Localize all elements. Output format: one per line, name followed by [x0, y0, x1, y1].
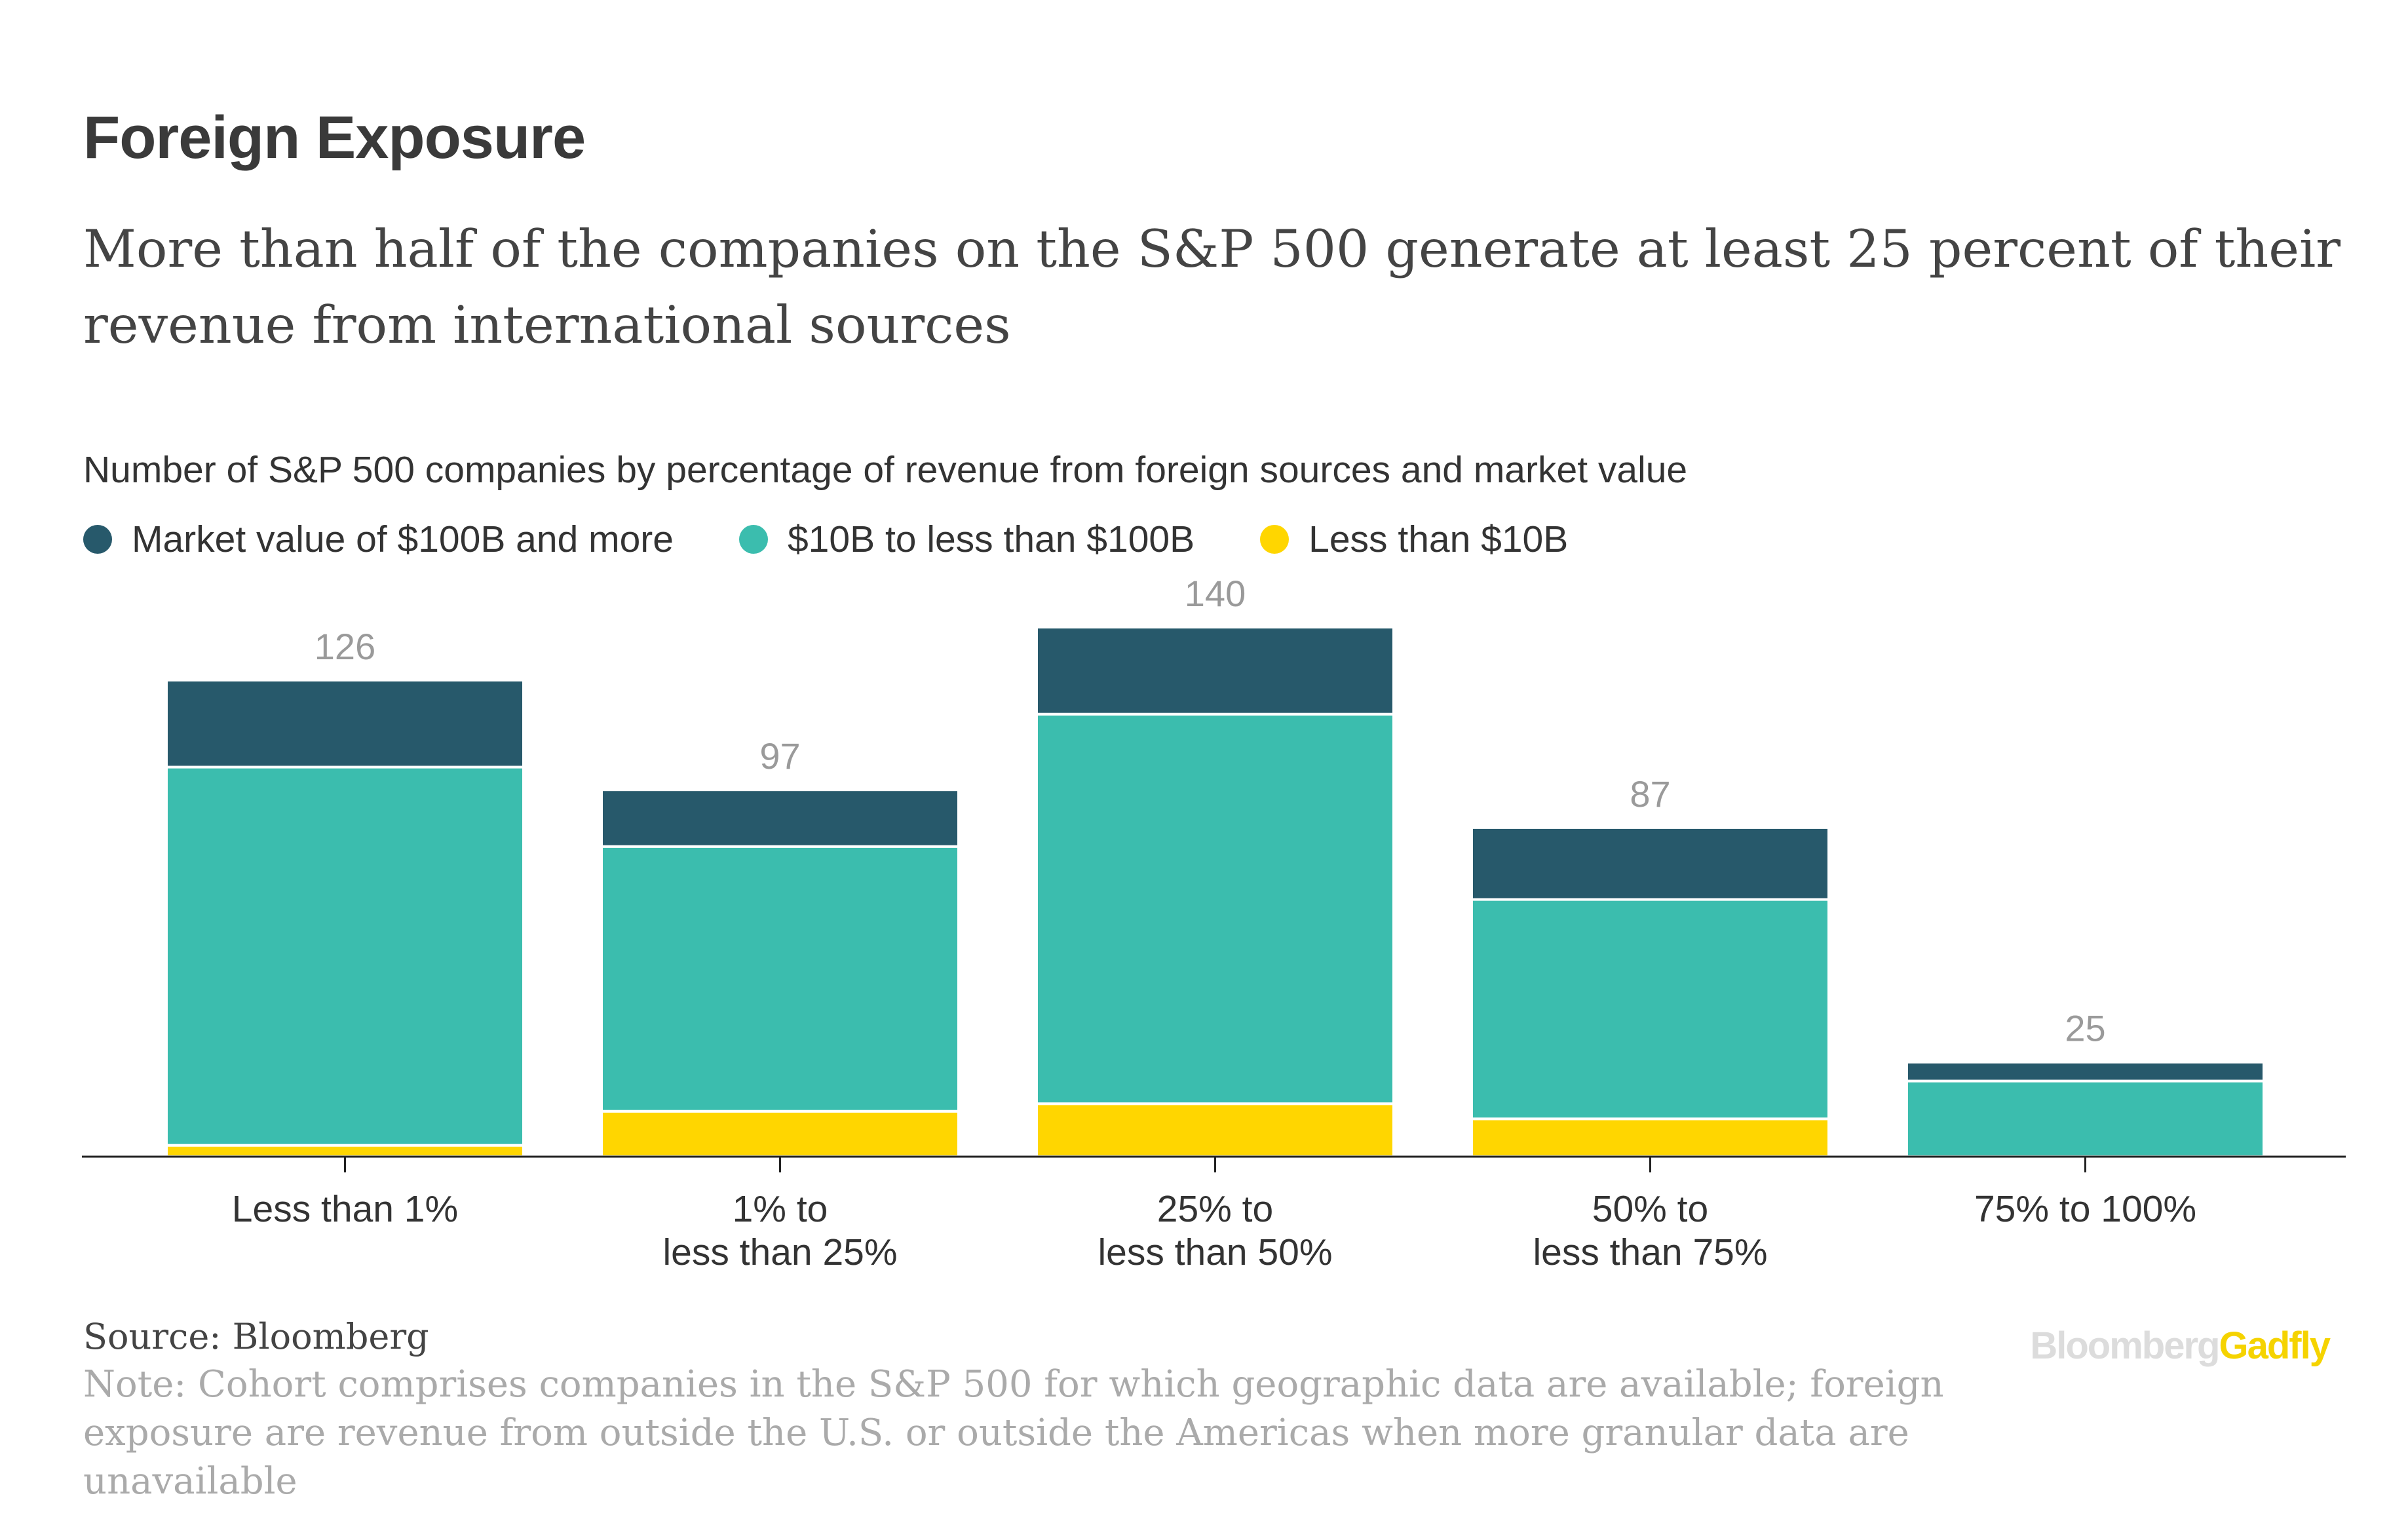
- legend-swatch-small-cap: [1260, 525, 1290, 554]
- legend-item-mid-cap: $10B to less than $100B: [738, 518, 1195, 561]
- chart-subtitle: More than half of the companies on the S…: [83, 219, 2341, 355]
- bar-total-label-1: 97: [759, 735, 800, 777]
- legend-label-mid-cap: $10B to less than $100B: [787, 518, 1195, 560]
- legend-swatch-large-cap: [83, 525, 112, 554]
- chart-heading: Number of S&P 500 companies by percentag…: [83, 449, 1688, 491]
- legend-swatch-mid-cap: [738, 525, 768, 554]
- bar-total-label-4: 25: [2065, 1008, 2105, 1049]
- x-tick-label-3: 50% to less than 75%: [1533, 1188, 1767, 1273]
- bar-segment-3-1: [1470, 898, 1830, 1121]
- bar-segment-0-0: [165, 1144, 525, 1158]
- bar-segment-0-2: [165, 678, 525, 769]
- legend-item-large-cap: Market value of $100B and more: [83, 518, 674, 561]
- chart-title: Foreign Exposure: [83, 104, 586, 171]
- bar-segment-0-1: [165, 765, 525, 1147]
- legend: Market value of $100B and more $10B to l…: [83, 518, 1634, 561]
- legend-label-large-cap: Market value of $100B and more: [132, 518, 674, 560]
- bar-segment-1-0: [600, 1109, 960, 1158]
- x-tick-label-1: 1% to less than 25%: [662, 1188, 897, 1273]
- bar-total-label-2: 140: [1185, 573, 1246, 614]
- bar-segment-2-0: [1035, 1102, 1395, 1158]
- x-tick-label-0: Less than 1%: [232, 1188, 458, 1230]
- bar-segment-1-2: [600, 788, 960, 848]
- x-tick-label-4: 75% to 100%: [1974, 1188, 2196, 1230]
- bar-segment-3-2: [1470, 826, 1830, 901]
- bar-segment-1-1: [600, 845, 960, 1113]
- x-tick-label-2: 25% to less than 50%: [1098, 1188, 1332, 1273]
- bar-total-label-0: 126: [315, 626, 375, 667]
- source-note: Source: Bloomberg: [83, 1316, 429, 1357]
- bar-segment-3-0: [1470, 1117, 1830, 1159]
- legend-item-small-cap: Less than $10B: [1260, 518, 1568, 561]
- footnote: Note: Cohort comprises companies in the …: [83, 1363, 1944, 1503]
- bar-total-label-3: 87: [1630, 773, 1670, 815]
- bar-segment-2-1: [1035, 712, 1395, 1106]
- bar-segment-2-2: [1035, 626, 1395, 716]
- legend-label-small-cap: Less than $10B: [1309, 518, 1569, 560]
- bar-segment-4-1: [1905, 1079, 2265, 1158]
- bloomberg-gadfly-logo: BloombergGadfly: [2030, 1324, 2331, 1367]
- bar-segment-4-2: [1905, 1060, 2265, 1083]
